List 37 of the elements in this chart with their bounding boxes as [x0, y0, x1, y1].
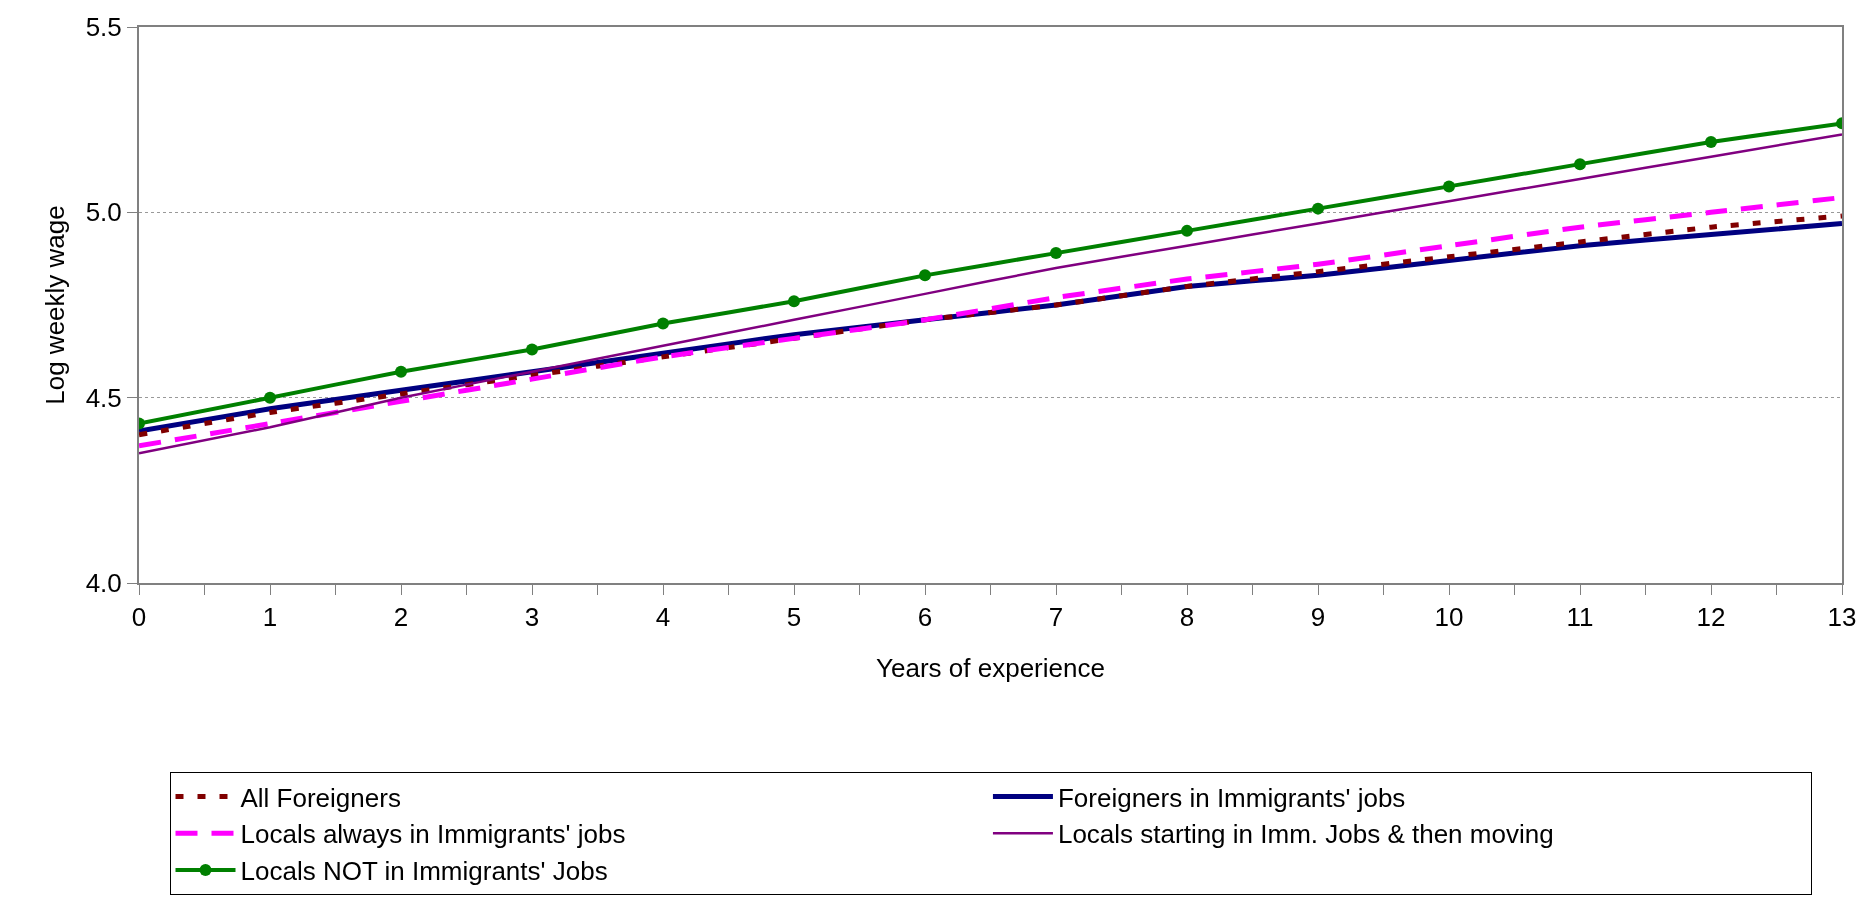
legend-label: Locals NOT in Immigrants' Jobs — [240, 856, 608, 887]
x-tick-label: 11 — [1566, 602, 1594, 633]
x-tick-label: 7 — [1048, 602, 1064, 633]
point — [264, 391, 276, 404]
x-tick-label: 8 — [1179, 602, 1195, 633]
point — [919, 269, 931, 282]
y-tick-label: 4.5 — [85, 382, 122, 413]
point — [1443, 180, 1455, 193]
y-tick-label: 5.5 — [85, 12, 122, 43]
point — [1050, 247, 1062, 260]
y-tick-label: 5.0 — [85, 197, 122, 228]
x-tick-label: 5 — [786, 602, 802, 633]
x-tick-label: 13 — [1827, 602, 1857, 633]
x-tick-label: 2 — [393, 602, 409, 633]
legend-label: Foreigners in Immigrants' jobs — [1057, 782, 1406, 813]
y-tick-label: 4.0 — [85, 568, 122, 599]
point — [788, 295, 800, 308]
point — [395, 365, 407, 378]
x-tick-label: 0 — [131, 602, 147, 633]
x-tick-label: 9 — [1310, 602, 1326, 633]
x-tick-label: 3 — [524, 602, 540, 633]
point — [526, 343, 538, 356]
x-tick-label: 6 — [917, 602, 933, 633]
legend-label: Locals starting in Imm. Jobs & then moving — [1057, 819, 1554, 850]
point — [1312, 202, 1324, 215]
x-axis-title: Years of experience — [876, 653, 1105, 684]
y-axis-title: Log weekly wage — [39, 205, 70, 405]
point — [657, 317, 669, 330]
x-tick-label: 4 — [655, 602, 671, 633]
point — [1574, 158, 1586, 171]
legend-label: Locals always in Immigrants' jobs — [240, 819, 626, 850]
point — [1705, 135, 1717, 148]
point — [1181, 224, 1193, 237]
x-tick-label: 10 — [1434, 602, 1464, 633]
legend-label: All Foreigners — [240, 782, 401, 813]
x-tick-label: 1 — [262, 602, 278, 633]
x-tick-label: 12 — [1696, 602, 1726, 633]
